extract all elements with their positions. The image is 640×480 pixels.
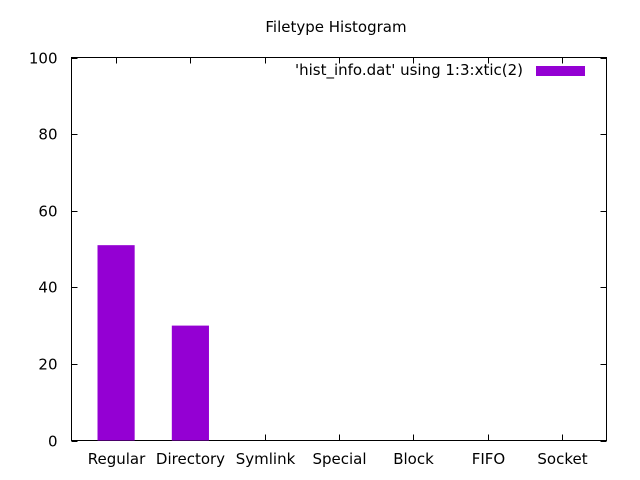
y-tick-label: 60 (38, 203, 57, 221)
legend: 'hist_info.dat' using 1:3:xtic(2) (295, 61, 585, 80)
y-tick-label: 20 (38, 356, 57, 374)
x-tick-label: Directory (156, 450, 225, 468)
y-axis: 0 20 40 60 80 100 (29, 50, 607, 451)
legend-label: 'hist_info.dat' using 1:3:xtic(2) (295, 61, 523, 80)
x-tick-label: Regular (88, 450, 146, 468)
chart-title: Filetype Histogram (265, 18, 406, 36)
legend-swatch (536, 66, 585, 76)
y-tick-label: 80 (38, 126, 57, 144)
plot-frame (71, 57, 607, 441)
x-tick-label: FIFO (472, 450, 506, 468)
bar-series (97, 245, 209, 441)
x-tick-label: Special (312, 450, 366, 468)
x-tick-label: Socket (537, 450, 587, 468)
x-tick-label: Block (393, 450, 434, 468)
x-tick-label: Symlink (236, 450, 296, 468)
y-tick-label: 0 (48, 433, 58, 451)
y-tick-label: 40 (38, 279, 57, 297)
bar (171, 325, 209, 441)
y-tick-label: 100 (29, 50, 58, 68)
x-axis: Regular Directory Symlink Special Block FIFO S… (88, 57, 588, 468)
bar (97, 245, 135, 441)
